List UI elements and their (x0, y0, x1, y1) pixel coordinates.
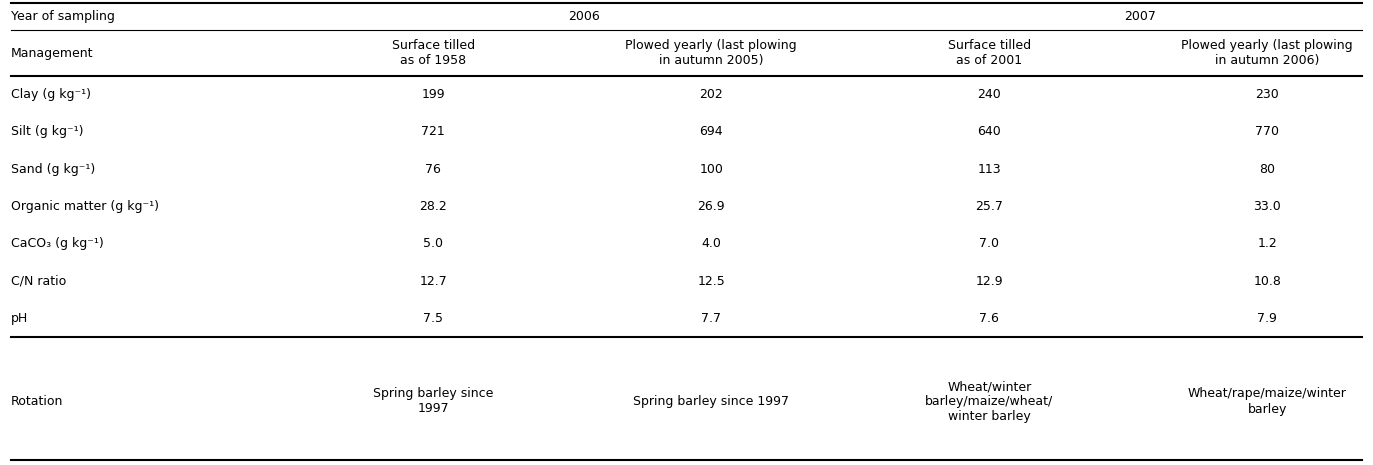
Text: 1.2: 1.2 (1258, 237, 1277, 250)
Text: 28.2: 28.2 (419, 200, 448, 213)
Text: CaCO₃ (g kg⁻¹): CaCO₃ (g kg⁻¹) (11, 237, 104, 250)
Text: 80: 80 (1259, 163, 1276, 176)
Text: Surface tilled
as of 1958: Surface tilled as of 1958 (391, 39, 475, 67)
Text: Plowed yearly (last plowing
in autumn 2005): Plowed yearly (last plowing in autumn 20… (626, 39, 798, 67)
Text: 770: 770 (1255, 126, 1280, 139)
Text: 7.6: 7.6 (979, 312, 1000, 325)
Text: 12.5: 12.5 (697, 274, 725, 287)
Text: 12.9: 12.9 (975, 274, 1004, 287)
Text: Spring barley since
1997: Spring barley since 1997 (373, 387, 493, 416)
Text: 33.0: 33.0 (1254, 200, 1281, 213)
Text: 2007: 2007 (1124, 10, 1156, 23)
Text: C/N ratio: C/N ratio (11, 274, 66, 287)
Text: 76: 76 (426, 163, 441, 176)
Text: Plowed yearly (last plowing
in autumn 2006): Plowed yearly (last plowing in autumn 20… (1181, 39, 1354, 67)
Text: Rotation: Rotation (11, 395, 63, 408)
Text: 26.9: 26.9 (697, 200, 725, 213)
Text: 10.8: 10.8 (1254, 274, 1281, 287)
Text: 7.7: 7.7 (702, 312, 721, 325)
Text: 100: 100 (699, 163, 724, 176)
Text: Management: Management (11, 46, 93, 60)
Text: 25.7: 25.7 (975, 200, 1004, 213)
Text: Wheat/winter
barley/maize/wheat/
winter barley: Wheat/winter barley/maize/wheat/ winter … (925, 380, 1053, 423)
Text: pH: pH (11, 312, 29, 325)
Text: 4.0: 4.0 (702, 237, 721, 250)
Text: 694: 694 (699, 126, 724, 139)
Text: 721: 721 (422, 126, 445, 139)
Text: Surface tilled
as of 2001: Surface tilled as of 2001 (947, 39, 1031, 67)
Text: Wheat/rape/maize/winter
barley: Wheat/rape/maize/winter barley (1188, 387, 1347, 416)
Text: Silt (g kg⁻¹): Silt (g kg⁻¹) (11, 126, 84, 139)
Text: 113: 113 (978, 163, 1001, 176)
Text: 5.0: 5.0 (423, 237, 443, 250)
Text: 199: 199 (422, 88, 445, 101)
Text: Year of sampling: Year of sampling (11, 10, 115, 23)
Text: 240: 240 (978, 88, 1001, 101)
Text: Spring barley since 1997: Spring barley since 1997 (633, 395, 789, 408)
Text: Organic matter (g kg⁻¹): Organic matter (g kg⁻¹) (11, 200, 159, 213)
Text: 12.7: 12.7 (419, 274, 448, 287)
Text: Clay (g kg⁻¹): Clay (g kg⁻¹) (11, 88, 91, 101)
Text: 7.0: 7.0 (979, 237, 1000, 250)
Text: 2006: 2006 (568, 10, 600, 23)
Text: Sand (g kg⁻¹): Sand (g kg⁻¹) (11, 163, 95, 176)
Text: 230: 230 (1255, 88, 1280, 101)
Text: 7.5: 7.5 (423, 312, 443, 325)
Text: 202: 202 (699, 88, 724, 101)
Text: 640: 640 (978, 126, 1001, 139)
Text: 7.9: 7.9 (1258, 312, 1277, 325)
